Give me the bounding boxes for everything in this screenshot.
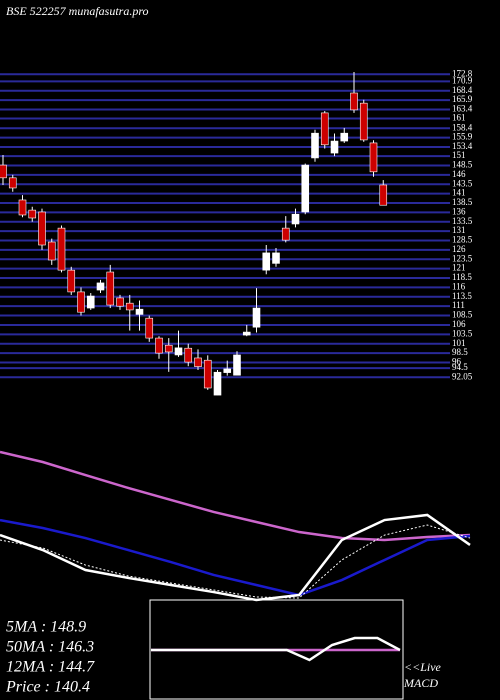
- candle-body: [320, 112, 329, 146]
- y-tick-label: 141: [452, 188, 466, 198]
- candle-body: [135, 308, 144, 315]
- candle-body: [359, 102, 368, 141]
- series-line: [0, 513, 471, 602]
- y-tick-label: 108.5: [452, 310, 473, 320]
- candle-body: [96, 282, 105, 291]
- candle-body: [145, 317, 154, 339]
- y-tick-label: 133.5: [452, 216, 473, 226]
- candle-body: [242, 331, 251, 336]
- y-tick-label: 121: [452, 263, 466, 273]
- candle-body: [194, 357, 202, 367]
- y-tick-label: 106: [452, 319, 466, 329]
- candle-body: [18, 199, 27, 216]
- y-tick-label: 118.5: [452, 272, 472, 282]
- series-line: [151, 636, 401, 662]
- legend-label: 5MA : 148.9: [6, 619, 86, 636]
- candle-body: [174, 347, 183, 356]
- series-line: [0, 518, 471, 597]
- series-line: [0, 524, 471, 599]
- candle-body: [272, 252, 280, 264]
- candle-body: [125, 302, 134, 311]
- y-tick-label: 98.5: [452, 347, 468, 357]
- y-tick-label: 165.9: [452, 94, 473, 104]
- candle-body: [57, 227, 66, 271]
- y-tick-label: 138.5: [452, 197, 473, 207]
- candle-body: [184, 347, 193, 363]
- y-tick-label: 94.5: [452, 362, 468, 372]
- candle-body: [38, 211, 46, 246]
- y-tick-label: 148.5: [452, 160, 473, 170]
- y-tick-label: 96: [452, 357, 462, 367]
- legend-label: Price : 140.4: [5, 679, 90, 696]
- candle-body: [213, 371, 222, 396]
- series-line: [0, 450, 471, 542]
- y-tick-label: 113.5: [452, 291, 472, 301]
- y-tick-label: 170.9: [452, 75, 473, 85]
- y-tick-label: 126: [452, 244, 466, 254]
- legend-label: 12MA : 144.7: [6, 659, 95, 676]
- chart-title: BSE 522257 munafasutra.pro: [6, 4, 149, 18]
- candle-body: [262, 252, 271, 271]
- candle-body: [106, 271, 115, 306]
- y-tick-label: 136: [452, 206, 466, 216]
- candle-body: [77, 291, 85, 313]
- candle-body: [340, 132, 349, 142]
- macd-box: [149, 599, 404, 700]
- y-tick-label: 131: [452, 225, 466, 235]
- candle-body: [86, 295, 95, 309]
- y-tick-label: 101: [452, 338, 466, 348]
- candle-body: [47, 241, 56, 261]
- candle-body: [223, 368, 232, 373]
- candle-body: [0, 164, 7, 179]
- y-tick-label: 172.8: [452, 68, 473, 78]
- candle-body: [252, 307, 261, 328]
- y-tick-label: 163.4: [452, 104, 473, 114]
- candle-body: [369, 142, 378, 173]
- candle-body: [8, 177, 17, 189]
- candle-body: [67, 269, 76, 293]
- y-tick-label: 103.5: [452, 328, 473, 338]
- candle-body: [28, 209, 37, 219]
- y-tick-label: 158.4: [452, 122, 473, 132]
- candle-body: [281, 227, 290, 241]
- candle-body: [291, 213, 300, 225]
- y-tick-label: 123.5: [452, 253, 473, 263]
- y-tick-label: 146: [452, 169, 466, 179]
- y-tick-label: 161: [452, 113, 466, 123]
- candle-body: [330, 140, 339, 154]
- legend-label: MACD: [403, 676, 438, 690]
- candle-body: [379, 184, 388, 206]
- y-tick-label: 116: [452, 281, 466, 291]
- y-tick-label: 128.5: [452, 235, 473, 245]
- candle-body: [311, 132, 319, 159]
- legend-label: <<Live: [404, 660, 442, 674]
- y-tick-label: 153.4: [452, 141, 473, 151]
- candle-body: [116, 297, 124, 307]
- candle-body: [301, 164, 310, 213]
- y-tick-label: 92.05: [452, 371, 473, 381]
- candle-body: [233, 354, 241, 376]
- candle-body: [350, 92, 358, 111]
- y-tick-label: 155.9: [452, 132, 473, 142]
- candle-body: [203, 359, 212, 389]
- candle-body: [155, 337, 163, 354]
- candle-body: [164, 344, 173, 353]
- y-tick-label: 111: [452, 300, 465, 310]
- y-tick-label: 168.4: [452, 85, 473, 95]
- y-tick-label: 151: [452, 150, 466, 160]
- y-tick-label: 143.5: [452, 178, 473, 188]
- legend-label: 50MA : 146.3: [6, 639, 94, 656]
